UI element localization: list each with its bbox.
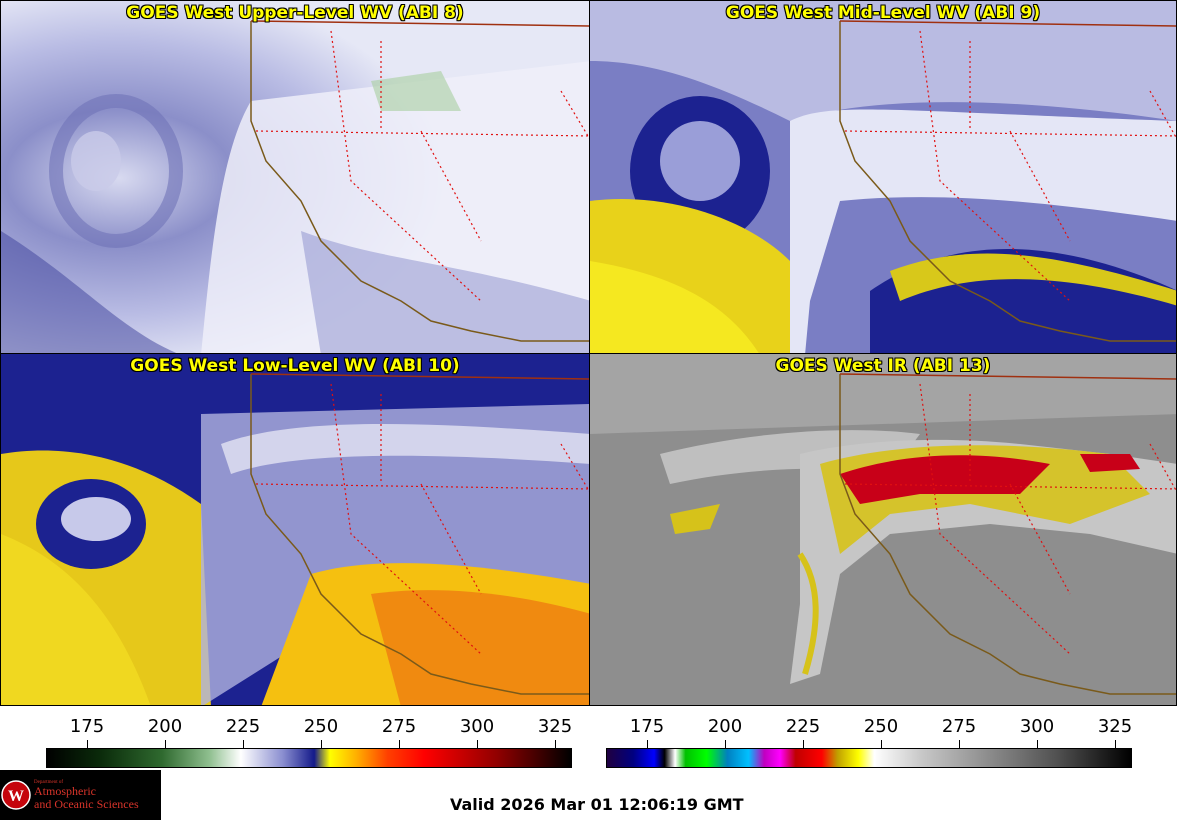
tick-mark (399, 740, 400, 748)
tick-label: 225 (225, 716, 261, 737)
tick-mark (477, 740, 478, 748)
tick-mark (165, 740, 166, 748)
tick-label: 200 (707, 716, 743, 737)
mid-level-wv-image (590, 1, 1176, 353)
tick-mark (321, 740, 322, 748)
tick-label: 275 (941, 716, 977, 737)
panel-title: GOES West Mid-Level WV (ABI 9) (725, 3, 1041, 23)
tick-mark (1037, 740, 1038, 748)
uw-aos-logo: W Department of Atmospheric and Oceanic … (0, 770, 161, 820)
panel-ir: GOES West IR (ABI 13) (589, 353, 1177, 706)
upper-level-wv-image (1, 1, 589, 353)
tick-mark (803, 740, 804, 748)
panel-title: GOES West Low-Level WV (ABI 10) (130, 356, 460, 376)
tick-label: 200 (147, 716, 183, 737)
tick-label: 175 (629, 716, 665, 737)
panel-title: GOES West IR (ABI 13) (775, 356, 991, 376)
panel-mid-level-wv: GOES West Mid-Level WV (ABI 9) (589, 0, 1177, 354)
tick-label: 250 (863, 716, 899, 737)
colorbar-left (46, 748, 572, 768)
panel-upper-level-wv: GOES West Upper-Level WV (ABI 8) (0, 0, 590, 354)
panel-low-level-wv: GOES West Low-Level WV (ABI 10) (0, 353, 590, 706)
tick-label: 300 (459, 716, 495, 737)
tick-label: 300 (1019, 716, 1055, 737)
uw-crest-icon: W (1, 780, 31, 810)
tick-mark (959, 740, 960, 748)
tick-label: 325 (537, 716, 573, 737)
logo-text: Department of Atmospheric and Oceanic Sc… (34, 780, 139, 811)
tick-mark (725, 740, 726, 748)
colorbar-right (606, 748, 1132, 768)
tick-label: 175 (69, 716, 105, 737)
tick-label: 275 (381, 716, 417, 737)
tick-label: 250 (303, 716, 339, 737)
tick-mark (647, 740, 648, 748)
low-level-wv-image (1, 354, 589, 705)
tick-label: 325 (1097, 716, 1133, 737)
svg-text:W: W (8, 788, 24, 805)
tick-mark (881, 740, 882, 748)
tick-mark (555, 740, 556, 748)
tick-label: 225 (785, 716, 821, 737)
tick-mark (1115, 740, 1116, 748)
tick-mark (87, 740, 88, 748)
valid-time: Valid 2026 Mar 01 12:06:19 GMT (450, 795, 744, 814)
panel-title: GOES West Upper-Level WV (ABI 8) (126, 3, 464, 23)
ir-image (590, 354, 1176, 705)
tick-mark (243, 740, 244, 748)
